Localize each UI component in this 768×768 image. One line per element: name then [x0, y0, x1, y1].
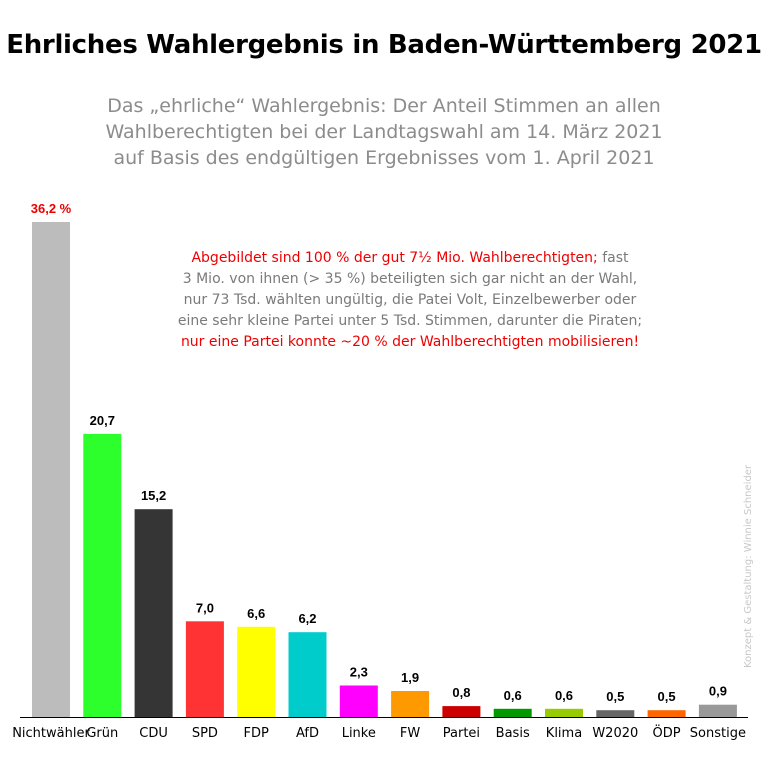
value-label-basis: 0,6: [504, 688, 522, 703]
value-label-partei: 0,8: [452, 685, 470, 700]
category-label-klima: Klima: [546, 726, 582, 741]
value-label-gruen: 20,7: [90, 413, 115, 428]
annotation-line-1-rest: fast: [597, 250, 629, 266]
annotation-line-5: nur eine Partei konnte ~20 % der Wahlber…: [180, 334, 640, 350]
bar-basis: [493, 708, 532, 717]
category-label-cdu: CDU: [139, 726, 168, 741]
annotation-box: Abgebildet sind 100 % der gut 7½ Mio. Wa…: [160, 248, 660, 353]
credit-text: Konzept & Gestaltung: Winnie Schneider: [743, 464, 754, 668]
value-label-linke: 2,3: [350, 665, 368, 680]
bar-linke: [339, 685, 378, 717]
bar-cdu: [134, 509, 173, 717]
category-label-linke: Linke: [342, 726, 376, 741]
value-label-fw: 1,9: [401, 670, 419, 685]
bar-w2020: [596, 710, 635, 717]
bar-afd: [288, 632, 327, 717]
category-label-partei: Partei: [443, 726, 480, 741]
annotation-line-2: 3 Mio. von ihnen (> 35 %) beteiligten si…: [182, 271, 638, 287]
bar-sonstige: [698, 704, 737, 717]
subtitle-line-1: Das „ehrliche“ Wahlergebnis: Der Anteil …: [107, 95, 661, 117]
bar-nichtwaehler: [32, 222, 70, 717]
bar-klima: [545, 708, 583, 717]
value-label-klima: 0,6: [555, 688, 573, 703]
value-label-w2020: 0,5: [606, 689, 624, 704]
category-label-afd: AfD: [296, 726, 319, 741]
category-label-w2020: W2020: [592, 726, 638, 741]
bar-oedp: [647, 710, 686, 717]
annotation-line-1: Abgebildet sind 100 % der gut 7½ Mio. Wa…: [160, 248, 660, 269]
bar-gruen: [83, 433, 122, 717]
category-label-fdp: FDP: [244, 726, 269, 741]
annotation-line-1-highlight: Abgebildet sind 100 % der gut 7½ Mio. Wa…: [191, 250, 598, 266]
value-label-cdu: 15,2: [141, 488, 166, 503]
value-label-sonstige: 0,9: [709, 684, 727, 699]
bar-spd: [185, 621, 224, 717]
bar-fdp: [237, 626, 276, 717]
bar-partei: [442, 706, 481, 717]
annotation-line-4: eine sehr kleine Partei unter 5 Tsd. Sti…: [177, 313, 643, 329]
category-label-sonstige: Sonstige: [690, 726, 746, 741]
category-label-oedp: ÖDP: [653, 724, 681, 741]
category-label-nichtwaehler: Nichtwähler: [12, 726, 90, 741]
category-label-spd: SPD: [192, 726, 218, 741]
value-label-fdp: 6,6: [247, 606, 265, 621]
value-label-oedp: 0,5: [658, 689, 676, 704]
value-label-spd: 7,0: [196, 600, 214, 615]
annotation-line-3: nur 73 Tsd. wählten ungültig, die Patei …: [183, 292, 637, 308]
subtitle-line-3: auf Basis des endgültigen Ergebnisses vo…: [113, 147, 655, 169]
chart-title: Ehrliches Wahlergebnis in Baden-Württemb…: [6, 30, 762, 60]
subtitle-line-2: Wahlberechtigten bei der Landtagswahl am…: [105, 121, 663, 143]
bar-fw: [391, 691, 430, 717]
value-label-nichtwaehler: 36,2 %: [31, 201, 72, 216]
category-label-basis: Basis: [496, 726, 530, 741]
category-label-gruen: Grün: [86, 726, 118, 741]
value-label-afd: 6,2: [298, 611, 316, 626]
category-label-fw: FW: [400, 726, 420, 741]
